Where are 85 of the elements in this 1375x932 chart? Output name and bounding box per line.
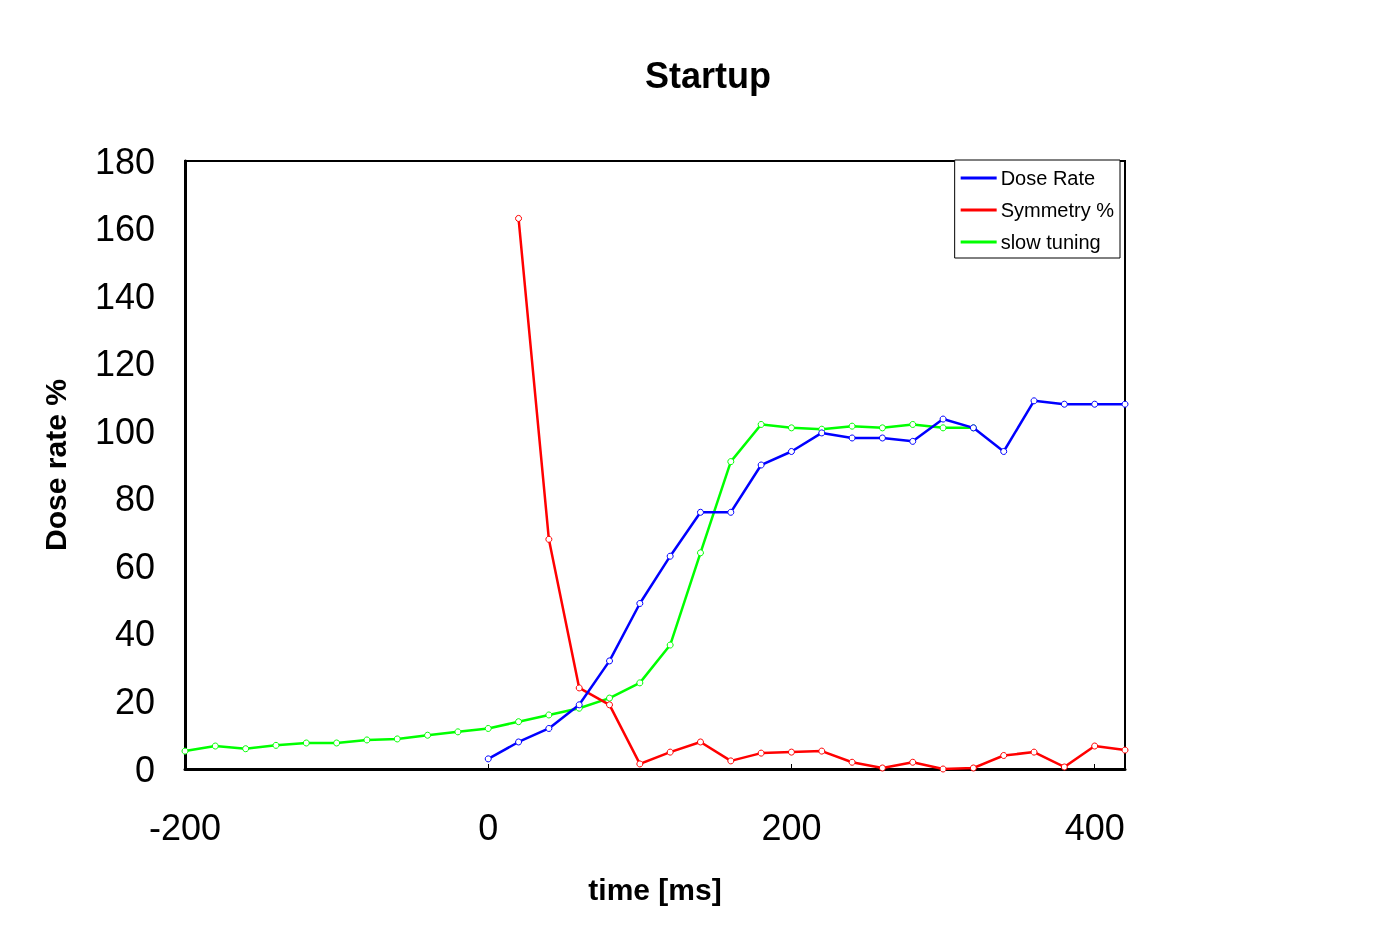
point xyxy=(1121,400,1129,408)
point xyxy=(1091,400,1099,408)
point xyxy=(787,748,795,756)
point xyxy=(666,552,674,560)
point xyxy=(545,724,553,732)
point xyxy=(696,508,704,516)
point xyxy=(969,764,977,772)
point xyxy=(575,684,583,692)
point xyxy=(606,694,614,702)
point xyxy=(848,434,856,442)
point xyxy=(666,641,674,649)
y-tick-label: 140 xyxy=(94,275,155,317)
point xyxy=(787,447,795,455)
point xyxy=(363,736,371,744)
point xyxy=(818,429,826,437)
y-axis-title: Dose rate % xyxy=(38,379,72,551)
x-tick-label: 400 xyxy=(1064,806,1125,848)
legend-label: Symmetry % xyxy=(1000,199,1115,221)
point xyxy=(666,748,674,756)
point xyxy=(545,535,553,543)
point xyxy=(878,434,886,442)
point xyxy=(727,508,735,516)
point xyxy=(242,745,250,753)
point xyxy=(454,728,462,736)
point xyxy=(696,549,704,557)
legend-label: slow tuning xyxy=(1000,231,1101,253)
y-tick-label: 60 xyxy=(114,545,155,587)
point xyxy=(696,738,704,746)
point xyxy=(636,760,644,768)
point xyxy=(272,741,280,749)
point xyxy=(545,711,553,719)
point xyxy=(757,420,765,428)
point xyxy=(333,739,341,747)
point xyxy=(606,657,614,665)
point xyxy=(484,755,492,763)
point xyxy=(1000,447,1008,455)
point xyxy=(939,415,947,423)
point xyxy=(727,458,735,466)
point xyxy=(302,739,310,747)
point xyxy=(393,735,401,743)
y-tick-label: 100 xyxy=(94,410,155,452)
x-tick-label: -200 xyxy=(148,806,222,848)
point xyxy=(878,424,886,432)
point xyxy=(909,437,917,445)
point xyxy=(909,420,917,428)
point xyxy=(636,599,644,607)
point xyxy=(939,424,947,432)
point xyxy=(787,424,795,432)
point xyxy=(424,731,432,739)
point xyxy=(1091,742,1099,750)
point xyxy=(848,422,856,430)
point xyxy=(606,701,614,709)
point xyxy=(757,461,765,469)
point xyxy=(878,764,886,772)
point xyxy=(515,718,523,726)
point xyxy=(515,738,523,746)
point xyxy=(1030,748,1038,756)
y-tick-label: 180 xyxy=(94,140,155,182)
point xyxy=(939,765,947,773)
y-tick-label: 120 xyxy=(94,343,155,385)
point xyxy=(909,758,917,766)
x-tick-label: 200 xyxy=(761,806,822,848)
point xyxy=(727,757,735,765)
chart-title: Startup xyxy=(645,54,771,96)
x-tick-label: 0 xyxy=(478,806,499,848)
point xyxy=(515,214,523,222)
point xyxy=(484,724,492,732)
point xyxy=(211,742,219,750)
point xyxy=(1030,397,1038,405)
point xyxy=(636,679,644,687)
point xyxy=(181,747,189,755)
y-tick-label: 80 xyxy=(114,478,155,520)
y-tick-label: 40 xyxy=(114,613,155,655)
point xyxy=(757,749,765,757)
point xyxy=(848,758,856,766)
y-tick-label: 0 xyxy=(134,748,155,790)
point xyxy=(1060,400,1068,408)
point xyxy=(1121,746,1129,754)
legend-label: Dose Rate xyxy=(1000,167,1096,189)
y-tick-label: 20 xyxy=(114,680,155,722)
y-tick-label: 160 xyxy=(94,208,155,250)
x-axis-title: time [ms] xyxy=(588,872,722,906)
point xyxy=(1060,763,1068,771)
point xyxy=(1000,751,1008,759)
point xyxy=(818,747,826,755)
